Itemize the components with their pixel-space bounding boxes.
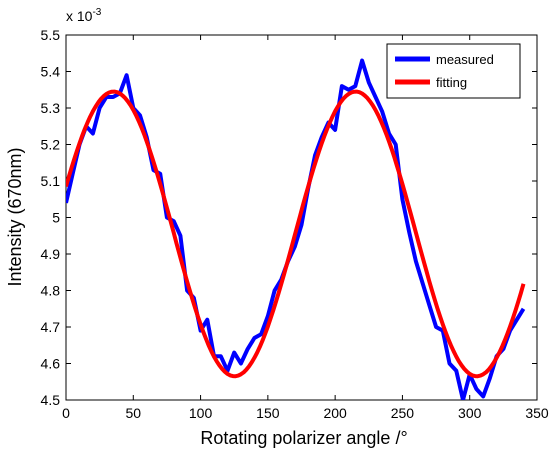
legend-label-fitting: fitting [436, 75, 467, 90]
x-tick-label: 100 [189, 405, 213, 421]
x-tick-label: 50 [125, 405, 141, 421]
y-tick-label: 4.6 [41, 356, 61, 372]
x-axis-title: Rotating polarizer angle /° [200, 428, 407, 448]
x-tick-label: 0 [62, 405, 70, 421]
x-tick-label: 300 [458, 405, 482, 421]
y-tick-label: 5.3 [41, 100, 61, 116]
series-line-measured [66, 58, 526, 400]
legend: measured fitting [386, 43, 521, 99]
y-tick-label: 5.2 [41, 137, 61, 153]
legend-box [386, 43, 521, 99]
legend-label-measured: measured [436, 52, 494, 67]
y-tick-label: 5 [52, 210, 60, 226]
y-tick-label: 5.1 [41, 173, 61, 189]
y-multiplier-label: x 10-3 [66, 7, 102, 24]
y-tick-label: 4.5 [41, 392, 61, 408]
y-tick-label: 4.9 [41, 246, 61, 262]
y-multiplier-exponent: -3 [92, 7, 101, 18]
series-line-fitting [66, 89, 526, 379]
x-tick-label: 200 [323, 405, 347, 421]
y-tick-label: 5.4 [41, 64, 61, 80]
y-tick-label: 4.7 [41, 319, 61, 335]
x-tick-label: 150 [256, 405, 280, 421]
x-tick-label: 350 [525, 405, 549, 421]
y-tick-label: 4.8 [41, 283, 61, 299]
y-tick-label: 5.5 [41, 27, 61, 43]
y-axis-title: Intensity (670nm) [5, 147, 25, 286]
x-tick-label: 250 [391, 405, 415, 421]
